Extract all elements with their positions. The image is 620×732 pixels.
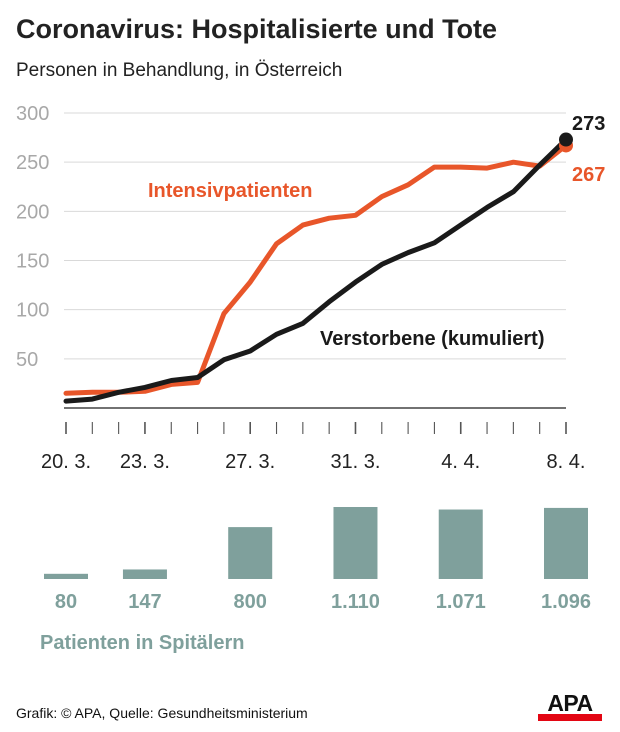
x-tick-label: 8. 4. [547,451,586,473]
line-verstorbene [63,137,569,404]
apa-logo-text: APA [547,690,592,716]
bar-3 [333,507,378,579]
bar-5 [544,507,588,579]
end-label-verstorbene: 273 [572,113,605,135]
bar-value-label: 1.096 [541,591,591,613]
apa-logo-bar [538,714,602,721]
bar-2 [228,527,273,579]
y-tick-label: 100 [16,300,49,322]
line-series [63,132,573,404]
bar-0 [44,573,88,579]
chart-title: Coronavirus: Hospitalisierte und Tote [16,14,498,44]
end-label-intensivpatienten: 267 [572,164,605,186]
x-tick-label: 31. 3. [330,451,380,473]
source-footer: Grafik: © APA, Quelle: Gesundheitsminist… [16,705,308,721]
line-intensivpatienten [63,142,569,396]
y-tick-label: 50 [16,349,38,371]
series-labels: Intensivpatienten Verstorbene (kumuliert)… [148,113,605,350]
y-tick-label: 250 [16,152,49,174]
y-tick-label: 300 [16,103,49,125]
x-axis-ticks: 20. 3. 23. 3. 27. 3. 31. 3. 4. 4. 8. 4. [41,422,585,473]
chart-subtitle: Personen in Behandlung, in Österreich [16,60,343,81]
bar-1 [122,569,167,579]
bar-value-label: 147 [128,591,161,613]
grid-lines [64,112,566,360]
x-tick-label: 20. 3. [41,451,91,473]
bar-value-label: 1.110 [331,591,380,613]
bar-series: 80 147 800 1.110 1.071 1.096 Patienten in Spit… [40,507,591,654]
bar-value-label: 80 [55,591,77,613]
y-axis-ticks: 50 100 150 200 250 300 [16,103,49,371]
series-label-intensivpatienten: Intensivpatienten [148,180,312,202]
y-tick-label: 150 [16,251,49,273]
bar-chart-title: Patienten in Spitälern [40,632,244,654]
x-tick-label: 4. 4. [441,451,480,473]
y-tick-label: 200 [16,201,49,223]
bar-4 [438,509,483,579]
apa-logo: APA [538,690,602,721]
x-tick-label: 23. 3. [120,451,170,473]
bar-value-label: 1.071 [436,591,486,613]
end-point-verstorbene [559,132,573,147]
series-label-verstorbene: Verstorbene (kumuliert) [320,328,545,350]
bar-value-label: 800 [234,591,267,613]
x-tick-label: 27. 3. [225,451,275,473]
